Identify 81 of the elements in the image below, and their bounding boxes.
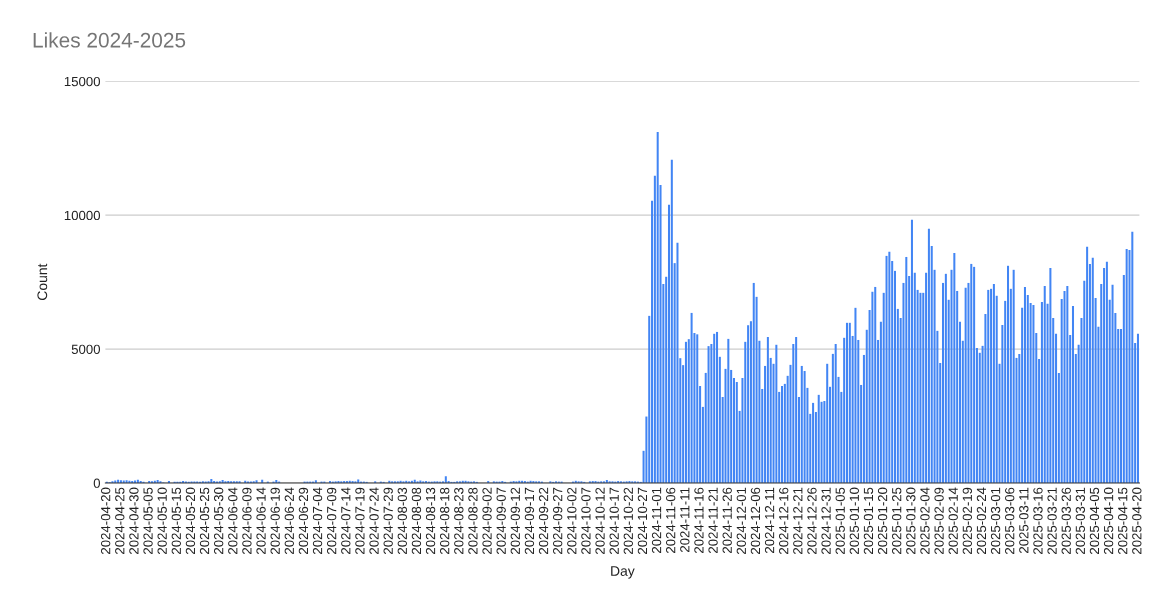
x-tick-label: 2024-07-19 <box>355 487 365 554</box>
x-tick-label: 2024-08-28 <box>468 487 478 554</box>
y-tick-label: 10000 <box>64 210 101 221</box>
x-tick-label: 2024-07-09 <box>327 487 337 554</box>
x-tick-label: 2024-06-14 <box>256 487 266 554</box>
x-tick-label: 2024-11-26 <box>722 487 732 553</box>
chart-title: Likes 2024-2025 <box>33 32 186 48</box>
x-tick-label: 2024-09-22 <box>538 487 549 554</box>
x-tick-label: 2024-05-15 <box>171 487 181 554</box>
x-tick-label: 2024-05-05 <box>143 487 153 554</box>
x-tick-label: 2024-08-03 <box>397 487 407 554</box>
x-tick-label: 2024-05-30 <box>214 487 224 554</box>
x-tick-label: 2024-06-04 <box>228 487 238 554</box>
x-tick-label: 2024-12-26 <box>807 487 817 554</box>
x-axis-title: Day <box>611 566 635 579</box>
x-tick-label: 2024-09-17 <box>524 487 535 554</box>
x-tick-label: 2025-02-24 <box>976 487 987 554</box>
y-tick-label: 0 <box>93 478 101 488</box>
x-tick-label: 2024-12-11 <box>764 487 775 553</box>
x-tick-label: 2024-08-13 <box>425 487 436 554</box>
x-tick-label: 2024-09-02 <box>482 487 492 554</box>
x-tick-label: 2025-01-20 <box>877 487 888 554</box>
x-tick-label: 2025-03-01 <box>990 487 1001 554</box>
x-tick-label: 2024-11-01 <box>651 487 662 553</box>
y-tick-label: 5000 <box>71 344 101 354</box>
x-tick-label: 2024-10-07 <box>581 487 591 554</box>
x-tick-label: 2024-10-12 <box>595 487 605 554</box>
x-tick-label: 2025-01-10 <box>849 487 859 554</box>
x-tick-label: 2024-12-01 <box>736 487 746 554</box>
x-tick-label: 2024-11-06 <box>666 487 676 553</box>
x-tick-label: 2024-07-04 <box>312 487 323 554</box>
x-tick-label: 2025-03-11 <box>1019 487 1029 553</box>
x-tick-label: 2025-03-06 <box>1005 487 1015 554</box>
x-tick-label: 2024-10-17 <box>609 487 619 554</box>
x-tick-label: 2024-06-09 <box>242 487 252 554</box>
x-tick-label: 2024-08-08 <box>411 487 422 554</box>
x-tick-label: 2025-02-14 <box>948 487 958 554</box>
x-tick-label: 2025-04-05 <box>1089 487 1100 554</box>
x-tick-label: 2025-02-19 <box>962 487 973 554</box>
x-tick-label: 2024-08-23 <box>454 487 464 554</box>
x-tick-label: 2025-02-09 <box>934 487 944 554</box>
x-tick-label: 2024-04-25 <box>115 487 125 554</box>
x-tick-label: 2024-07-14 <box>341 487 351 554</box>
x-tick-label: 2024-04-20 <box>101 487 111 554</box>
x-tick-label: 2024-05-25 <box>199 487 210 554</box>
x-tick-label: 2024-10-02 <box>567 487 577 554</box>
x-tick-label: 2024-08-18 <box>440 487 450 554</box>
x-tick-label: 2025-01-15 <box>863 487 874 554</box>
x-tick-label: 2024-12-31 <box>821 487 831 554</box>
x-tick-label: 2024-05-10 <box>157 487 167 554</box>
x-tick-label: 2024-09-27 <box>553 487 563 554</box>
x-tick-label: 2025-02-04 <box>920 487 930 554</box>
x-tick-label: 2025-01-05 <box>835 487 845 554</box>
x-tick-label: 2024-12-16 <box>779 487 789 554</box>
x-tick-label: 2025-03-31 <box>1075 487 1086 554</box>
x-tick-label: 2025-03-26 <box>1061 487 1071 554</box>
x-tick-label: 2024-06-24 <box>284 487 294 554</box>
x-tick-label: 2024-11-21 <box>708 487 718 553</box>
x-tick-label: 2024-06-19 <box>270 487 280 554</box>
x-tick-label: 2025-03-16 <box>1033 487 1043 554</box>
x-tick-label: 2025-01-30 <box>906 487 916 554</box>
y-tick-label: 15000 <box>64 76 101 87</box>
x-tick-label: 2025-04-10 <box>1103 487 1114 554</box>
y-axis-title: Count <box>37 263 48 300</box>
x-tick-label: 2024-11-16 <box>694 487 704 553</box>
x-tick-label: 2025-04-20 <box>1132 487 1142 554</box>
x-tick-label: 2024-09-07 <box>496 487 506 554</box>
x-tick-label: 2024-07-24 <box>369 487 379 554</box>
x-tick-label: 2025-01-25 <box>892 487 902 554</box>
x-tick-label: 2024-05-20 <box>185 487 196 554</box>
x-tick-label: 2025-04-15 <box>1118 487 1128 554</box>
x-tick-label: 2024-04-30 <box>129 487 139 554</box>
x-tick-label: 2024-12-06 <box>750 487 761 554</box>
x-tick-label: 2024-11-11 <box>680 487 690 552</box>
x-tick-label: 2024-10-22 <box>623 487 633 554</box>
x-tick-label: 2025-03-21 <box>1047 487 1057 554</box>
x-tick-label: 2024-12-21 <box>793 487 803 554</box>
x-tick-label: 2024-07-29 <box>383 487 393 554</box>
x-tick-label: 2024-06-29 <box>298 487 309 554</box>
x-tick-label: 2024-10-27 <box>637 487 648 554</box>
x-tick-label: 2024-09-12 <box>510 487 520 554</box>
